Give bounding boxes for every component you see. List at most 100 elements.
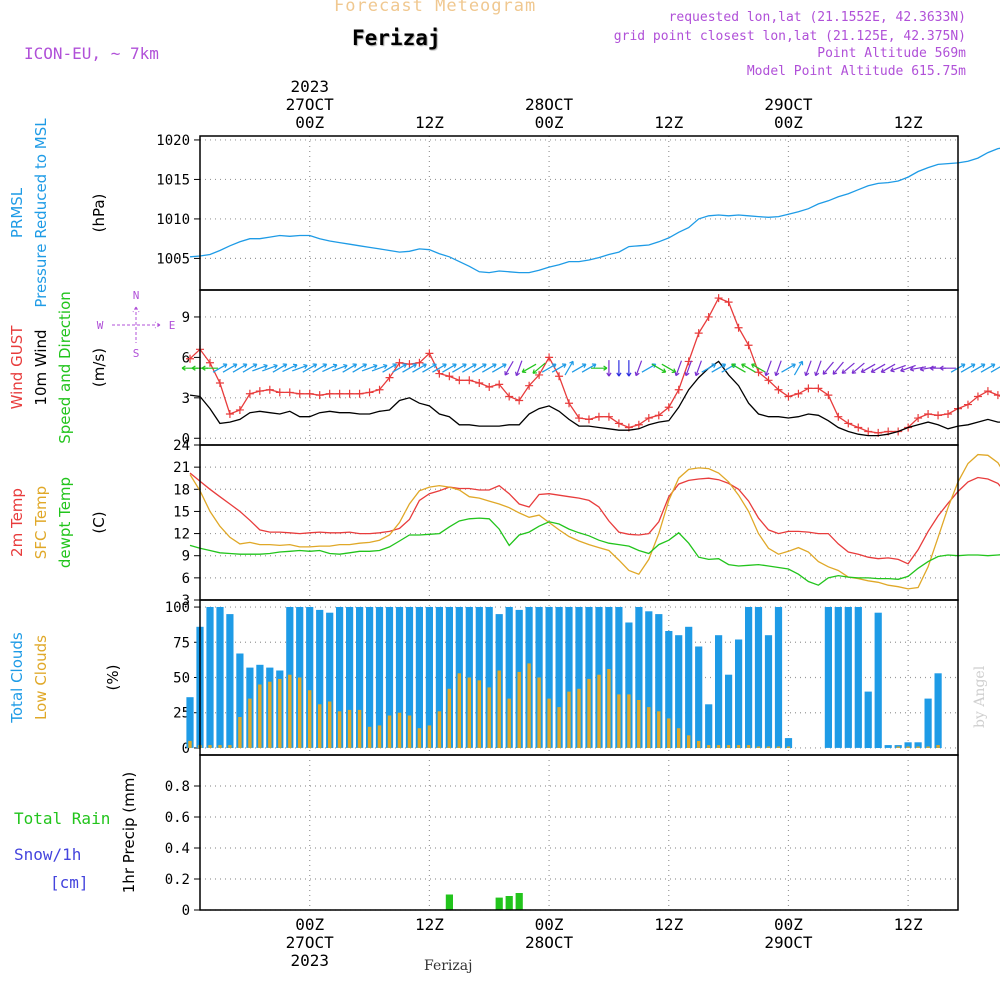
y-tick-label-pressure: 1005	[156, 251, 190, 267]
gust-marker	[744, 341, 753, 350]
wind-direction-arrow	[514, 360, 523, 377]
y-tick-label-temperature: 6	[182, 571, 190, 587]
y-tick-label-precip: 0	[182, 903, 190, 919]
bar-total-clouds	[445, 607, 453, 748]
y-tick-label-wind: 3	[182, 391, 190, 407]
gust-marker	[325, 389, 334, 398]
gust-marker	[814, 384, 823, 393]
y-tick-label-precip: 0.2	[165, 872, 190, 888]
bar-low-clouds	[328, 701, 332, 748]
bar-low-clouds	[367, 726, 372, 748]
gust-marker	[834, 412, 843, 421]
bottom-time-label: 00Z	[535, 915, 564, 934]
wind-direction-arrow	[462, 363, 477, 373]
gust-marker	[594, 412, 603, 421]
wind-direction-arrow	[442, 363, 457, 373]
wind-direction-arrow	[551, 363, 567, 373]
bar-low-clouds	[278, 678, 282, 748]
bar-total-clouds	[505, 607, 513, 748]
bottom-time-label: 12Z	[654, 915, 683, 934]
top-time-label: 28OCT	[525, 95, 574, 114]
wind-direction-arrow	[990, 366, 1000, 373]
panel-label-precip: 1hr Precip (mm)	[120, 772, 138, 893]
gust-marker	[924, 410, 933, 418]
bar-total-clouds	[645, 611, 653, 748]
top-time-label: 29OCT	[764, 95, 813, 114]
bar-total-clouds	[575, 607, 583, 748]
wind-direction-arrow	[242, 363, 258, 373]
wind-direction-arrow	[616, 360, 622, 377]
bar-total-clouds	[844, 607, 852, 748]
gust-marker	[295, 389, 304, 398]
bar-low-clouds	[337, 711, 342, 748]
bar-total-clouds	[555, 607, 563, 748]
bar-low-clouds	[537, 677, 541, 748]
bar-total-clouds	[824, 607, 832, 748]
wind-direction-arrow	[541, 363, 557, 373]
series-line-10m-wind	[189, 360, 1000, 437]
gust-marker	[545, 353, 554, 362]
bar-low-clouds	[437, 711, 442, 748]
y-tick-label-temperature: 3	[182, 593, 190, 609]
gust-marker	[794, 389, 803, 398]
gust-marker	[445, 372, 454, 381]
bar-low-clouds	[467, 677, 471, 748]
bar-low-clouds	[238, 717, 242, 748]
bar-low-clouds	[647, 707, 651, 748]
bar-total-clouds	[784, 738, 793, 748]
wind-direction-arrow	[960, 363, 976, 373]
bar-low-clouds	[318, 704, 322, 748]
gust-marker	[235, 405, 244, 414]
y-tick-label-clouds: 25	[173, 706, 190, 722]
wind-direction-arrow	[352, 363, 368, 373]
bar-low-clouds	[936, 745, 940, 748]
wind-direction-arrow	[262, 363, 278, 372]
bar-low-clouds	[188, 740, 192, 748]
gust-marker	[934, 411, 943, 420]
bar-total-clouds	[665, 631, 673, 748]
gust-marker	[385, 373, 394, 382]
bar-total-clouds	[615, 607, 623, 748]
gust-marker	[265, 385, 274, 394]
wind-direction-arrow	[491, 363, 507, 373]
precip-legend-0: Total Rain	[14, 809, 110, 828]
bar-total-clouds	[774, 607, 783, 748]
bar-total-clouds	[375, 607, 384, 748]
wind-direction-arrow	[201, 365, 218, 371]
gust-marker	[764, 376, 773, 385]
precip-legend-2: [cm]	[50, 873, 89, 892]
bar-total-clouds	[764, 635, 773, 748]
y-tick-label-temperature: 21	[173, 460, 190, 476]
bar-total-clouds	[625, 622, 633, 748]
wind-direction-arrow	[804, 360, 812, 377]
y-tick-label-wind: 6	[182, 350, 190, 366]
bar-total-clouds	[316, 609, 324, 748]
top-time-label: 12Z	[415, 113, 444, 132]
bar-low-clouds	[906, 746, 910, 748]
bottom-time-label: 27OCT	[286, 933, 335, 952]
bar-total-clouds	[326, 612, 334, 748]
wind-direction-arrow	[919, 366, 937, 372]
bar-total-clouds	[585, 607, 593, 748]
bar-total-clouds	[216, 607, 224, 748]
wind-direction-arrow	[342, 363, 358, 373]
wind-direction-arrow	[322, 363, 338, 373]
wind-direction-arrow	[880, 363, 896, 373]
panel-label-wind: Speed and Direction	[56, 291, 74, 444]
bar-low-clouds	[487, 687, 491, 748]
y-tick-label-pressure: 1015	[156, 172, 190, 188]
gust-marker	[245, 389, 254, 398]
bar-low-clouds	[457, 673, 461, 748]
bottom-time-label: 29OCT	[764, 933, 813, 952]
wind-direction-arrow	[851, 362, 865, 374]
panel-label-temperature: 2m Temp	[8, 488, 26, 557]
wind-direction-arrow	[832, 361, 844, 375]
bar-low-clouds	[766, 746, 771, 748]
chart-title: Forecast Meteogram	[334, 0, 537, 16]
bottom-time-label: 28OCT	[525, 933, 574, 952]
bar-low-clouds	[756, 746, 761, 748]
gust-marker	[734, 323, 743, 332]
model-altitude: Model Point Altitude 615.75m	[746, 64, 966, 79]
gust-marker	[515, 396, 524, 405]
bar-low-clouds	[677, 728, 681, 748]
